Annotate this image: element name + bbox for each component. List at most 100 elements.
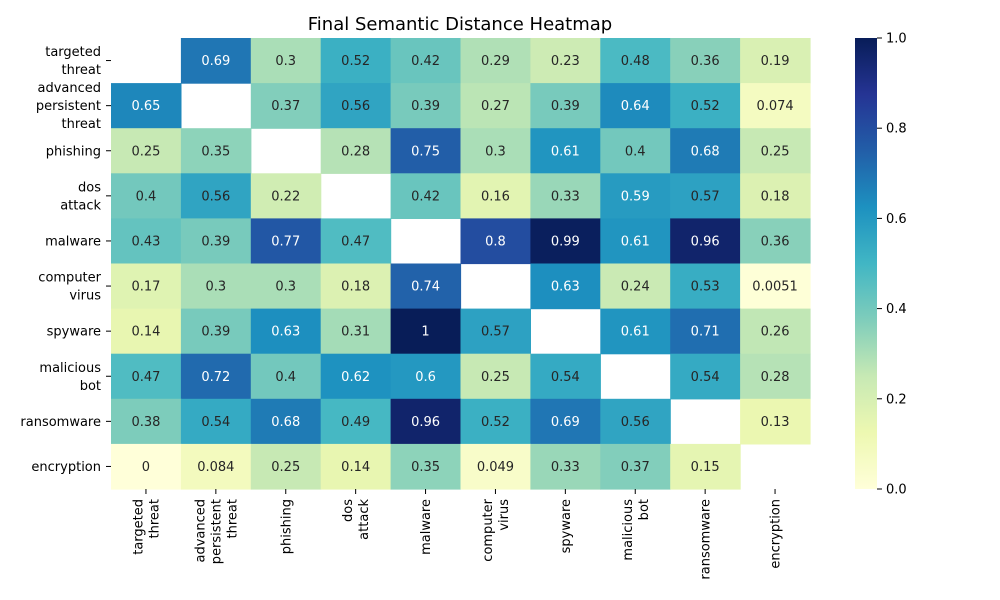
heatmap-cell xyxy=(670,443,741,490)
cell-value-label: 0.52 xyxy=(481,415,510,430)
row-label: dos attack xyxy=(60,180,101,213)
heatmap-cell xyxy=(180,128,252,174)
heatmap-cell xyxy=(530,173,601,219)
heatmap-cell xyxy=(460,353,531,400)
cell-value-label: 0.54 xyxy=(691,370,720,385)
cell-value-label: 0.3 xyxy=(206,280,227,295)
heatmap-cell xyxy=(250,38,322,84)
cell-value-label: 0.39 xyxy=(551,99,580,114)
heatmap-cell xyxy=(250,353,322,400)
cell-value-label: 0.43 xyxy=(131,234,160,249)
colorbar: 0.0 0.2 0.4 0.6 0.8 1.0 xyxy=(855,32,907,498)
cell-value-label: 0.3 xyxy=(485,144,506,159)
cell-value-label: 0.52 xyxy=(341,54,370,69)
colorbar-tick-label: 0.8 xyxy=(886,122,907,137)
heatmap-cell xyxy=(320,218,392,265)
heatmap-cell xyxy=(320,38,392,84)
cell-value-label: 0.39 xyxy=(201,325,230,340)
heatmap-cell xyxy=(460,173,531,219)
cell-value-label: 0.48 xyxy=(621,54,650,69)
cell-value-label: 0.69 xyxy=(201,54,230,69)
row-label: phishing xyxy=(46,144,101,159)
cell-value-label: 0.33 xyxy=(551,460,580,475)
col-label-group: advancedpersistentthreat xyxy=(193,499,240,564)
heatmap-cell xyxy=(111,128,182,174)
heatmap-cell xyxy=(670,308,741,355)
cell-value-label: 0.63 xyxy=(551,280,580,295)
heatmap-cell xyxy=(111,308,182,355)
row-label: encryption xyxy=(31,460,101,475)
cell-value-label: 0.0051 xyxy=(752,280,798,295)
cell-value-label: 0.33 xyxy=(551,189,580,204)
cell-value-label: 0.8 xyxy=(485,234,506,249)
cell-value-label: 0.57 xyxy=(691,189,720,204)
heatmap-cell xyxy=(111,263,182,310)
heatmap-cell xyxy=(530,38,601,84)
heatmap-cell xyxy=(460,398,531,445)
row-label: malicious bot xyxy=(39,361,101,394)
cell-value-label: 0.59 xyxy=(621,189,650,204)
cell-value-label: 0.57 xyxy=(481,325,510,340)
heatmap-cell xyxy=(390,398,462,445)
cell-value-label: 0.56 xyxy=(621,415,650,430)
heatmap-cell xyxy=(180,443,252,490)
cell-value-label: 0.54 xyxy=(201,415,230,430)
colorbar-tick-label: 0.2 xyxy=(886,392,907,407)
heatmap-cell xyxy=(600,308,671,355)
heatmap-cell xyxy=(390,83,462,129)
heatmap-cell xyxy=(670,353,741,400)
col-labels: targetedthreat advancedpersistentthreat ph… xyxy=(131,489,784,580)
heatmap-cell xyxy=(670,173,741,219)
cell-value-label: 0.77 xyxy=(271,234,300,249)
heatmap-cell xyxy=(180,398,252,445)
heatmap-cell xyxy=(670,83,741,129)
cell-value-label: 0.39 xyxy=(201,234,230,249)
colorbar-tick-label: 0.4 xyxy=(886,302,907,317)
cell-value-label: 0.47 xyxy=(341,234,370,249)
colorbar-gradient xyxy=(855,38,877,489)
cell-value-label: 0.084 xyxy=(197,460,234,475)
cell-value-label: 0.56 xyxy=(341,99,370,114)
col-label-group: phishing xyxy=(279,499,294,554)
col-label: phishing xyxy=(279,499,294,554)
col-label: spyware xyxy=(559,499,574,553)
col-label-group: targetedthreat xyxy=(131,499,162,555)
cell-value-label: 0.4 xyxy=(136,189,157,204)
heatmap-cell xyxy=(390,353,462,400)
cell-value-label: 0.74 xyxy=(411,280,440,295)
heatmap-cell xyxy=(390,128,462,174)
heatmap-cell xyxy=(670,263,741,310)
heatmap-cell xyxy=(530,398,601,445)
heatmap-cell xyxy=(600,173,671,219)
heatmap-cell xyxy=(460,38,531,84)
cell-value-label: 0.3 xyxy=(275,54,296,69)
heatmap-cells: 0.69 0.3 0.52 0.42 0.29 0.23 0.48 0.36 0.19 0.65 0… xyxy=(111,38,811,490)
heatmap-cell xyxy=(180,263,252,310)
cell-value-label: 0.37 xyxy=(271,99,300,114)
row-label: advanced persistent threat xyxy=(36,81,101,132)
cell-value-label: 0.61 xyxy=(621,234,650,249)
cell-value-label: 0.26 xyxy=(761,325,790,340)
cell-value-label: 0.3 xyxy=(275,280,296,295)
heatmap-cell xyxy=(530,83,601,129)
heatmap-cell xyxy=(530,128,601,174)
cell-value-label: 0.99 xyxy=(551,234,580,249)
heatmap-cell xyxy=(740,263,811,310)
cell-value-label: 1 xyxy=(421,325,429,340)
heatmap-cell xyxy=(740,38,811,84)
heatmap-cell xyxy=(250,398,322,445)
cell-value-label: 0 xyxy=(142,460,150,475)
cell-value-label: 0.37 xyxy=(621,460,650,475)
cell-value-label: 0.69 xyxy=(551,415,580,430)
cell-value-label: 0.074 xyxy=(756,99,793,114)
cell-value-label: 0.54 xyxy=(551,370,580,385)
heatmap-cell xyxy=(600,263,671,310)
col-label: computervirus xyxy=(481,498,512,561)
colorbar-tick-label: 1.0 xyxy=(886,32,907,47)
heatmap-cell xyxy=(250,83,322,129)
heatmap-cell xyxy=(320,263,392,310)
heatmap-cell xyxy=(180,173,252,219)
cell-value-label: 0.24 xyxy=(621,280,650,295)
col-label-group: spyware xyxy=(559,499,574,553)
